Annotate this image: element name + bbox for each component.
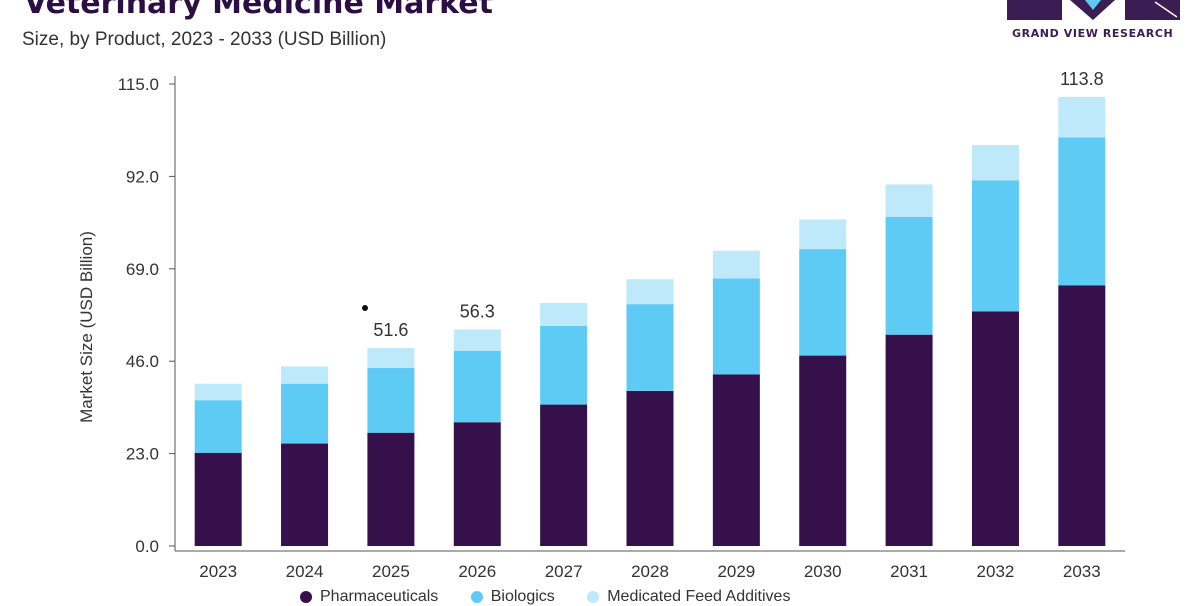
total-label-2033: 113.8 (1060, 69, 1104, 89)
y-tick-label: 69.0 (126, 260, 159, 279)
x-tick-label: 2027 (545, 562, 583, 581)
bar-pharmaceuticals-2025 (367, 432, 415, 546)
chart-subtitle: Size, by Product, 2023 - 2033 (USD Billi… (22, 29, 387, 50)
bar-medicated-feed-additives-2029 (712, 250, 760, 279)
y-tick-label: 46.0 (126, 352, 159, 371)
x-tick-label: 2026 (458, 562, 496, 581)
x-tick-label: 2031 (890, 562, 928, 581)
bar-pharmaceuticals-2026 (453, 422, 501, 546)
legend-swatch-pharmaceuticals (300, 590, 312, 603)
legend-label-medicated-feed-additives: Medicated Feed Additives (607, 588, 791, 605)
bar-medicated-feed-additives-2025 (367, 347, 415, 369)
grand-view-research-logo (1007, 0, 1180, 20)
legend-label-biologics: Biologics (490, 588, 555, 605)
legend-swatch-medicated-feed-additives (587, 590, 600, 603)
x-tick-label: 2025 (372, 562, 410, 581)
legend-label-pharmaceuticals: Pharmaceuticals (320, 588, 439, 605)
y-tick-label: 92.0 (126, 167, 159, 186)
bar-biologics-2026 (453, 350, 501, 423)
x-tick-label: 2028 (631, 562, 669, 581)
bar-biologics-2032 (971, 180, 1019, 312)
bar-medicated-feed-additives-2027 (540, 302, 588, 326)
bar-biologics-2027 (540, 325, 588, 405)
bar-medicated-feed-additives-2026 (453, 329, 501, 351)
bar-pharmaceuticals-2033 (1058, 285, 1106, 546)
legend-swatch-biologics (470, 590, 483, 603)
bar-biologics-2030 (799, 249, 847, 356)
bar-biologics-2025 (367, 368, 415, 433)
y-axis-title: Market Size (USD Billion) (77, 231, 96, 423)
legend-item-pharmaceuticals: Pharmaceuticals (300, 588, 438, 606)
bar-pharmaceuticals-2023 (194, 452, 242, 546)
bar-medicated-feed-additives-2028 (626, 279, 674, 305)
x-tick-label: 2029 (717, 562, 755, 581)
total-label-2025: 51.6 (373, 320, 408, 340)
bar-pharmaceuticals-2032 (971, 311, 1019, 546)
chart-title: Veterinary Medicine Market (24, 0, 493, 21)
x-tick-label: 2023 (199, 562, 237, 581)
bar-pharmaceuticals-2027 (540, 404, 588, 546)
bar-medicated-feed-additives-2030 (799, 219, 847, 250)
total-label-2026: 56.3 (460, 301, 495, 321)
bar-pharmaceuticals-2030 (799, 355, 847, 546)
bar-medicated-feed-additives-2024 (281, 366, 329, 384)
bar-pharmaceuticals-2028 (626, 390, 674, 546)
bar-pharmaceuticals-2031 (885, 334, 933, 546)
bar-pharmaceuticals-2024 (281, 443, 329, 546)
bar-pharmaceuticals-2029 (712, 374, 760, 546)
legend-item-biologics: Biologics (470, 588, 555, 606)
bar-biologics-2033 (1058, 137, 1106, 286)
x-tick-label: 2024 (286, 562, 324, 581)
y-tick-label: 115.0 (118, 75, 159, 94)
bar-medicated-feed-additives-2023 (194, 383, 242, 401)
legend-item-medicated-feed-additives: Medicated Feed Additives (587, 588, 790, 606)
bar-biologics-2024 (281, 383, 329, 444)
bar-medicated-feed-additives-2033 (1058, 96, 1106, 138)
legend: Pharmaceuticals Biologics Medicated Feed… (300, 588, 818, 606)
bar-biologics-2023 (194, 400, 242, 453)
y-tick-label: 23.0 (126, 445, 159, 464)
bar-medicated-feed-additives-2032 (971, 145, 1019, 181)
x-tick-label: 2032 (977, 562, 1015, 581)
logo-text: GRAND VIEW RESEARCH (1012, 27, 1174, 40)
bar-biologics-2031 (885, 216, 933, 335)
marker-dot (362, 305, 368, 311)
y-tick-label: 0.0 (135, 537, 159, 556)
x-tick-label: 2030 (804, 562, 842, 581)
bar-medicated-feed-additives-2031 (885, 184, 933, 217)
x-tick-label: 2033 (1063, 562, 1101, 581)
bar-biologics-2028 (626, 304, 674, 391)
bar-biologics-2029 (712, 278, 760, 375)
